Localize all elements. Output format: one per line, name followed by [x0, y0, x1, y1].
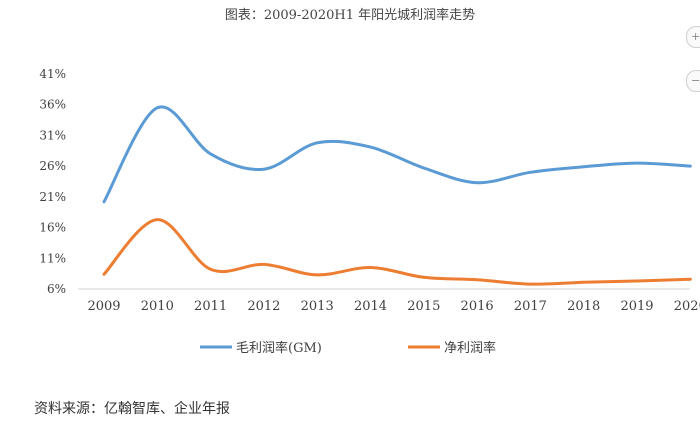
x-tick-label: 2016 [461, 299, 494, 314]
y-tick-label: 36% [39, 98, 66, 112]
series-lines [102, 105, 692, 286]
legend-label: 毛利润率(GM) [236, 340, 322, 356]
legend: 毛利润率(GM) 净利润率 [200, 340, 496, 356]
x-tick-label: 2017 [514, 299, 547, 314]
y-tick-label: 16% [39, 221, 66, 235]
y-tick-label: 31% [39, 128, 66, 142]
y-tick-label: 6% [47, 282, 66, 296]
x-tick-label: 2020 [674, 299, 700, 314]
y-tick-label: 21% [39, 190, 66, 204]
x-tick-label: 2012 [247, 299, 280, 314]
series-line-1 [102, 218, 692, 286]
y-tick-label: 26% [39, 159, 66, 173]
chart-title: 图表：2009-2020H1 年阳光城利润率走势 [224, 8, 476, 23]
series-line-0 [102, 105, 692, 204]
source-note: 资料来源：亿翰智库、企业年报 [34, 401, 230, 417]
x-tick-label: 2015 [407, 299, 440, 314]
x-tick-label: 2011 [194, 299, 227, 314]
y-tick-label: 11% [39, 251, 66, 265]
minus-icon[interactable]: − [686, 70, 700, 92]
plus-icon[interactable]: + [686, 26, 700, 48]
x-tick-label: 2014 [354, 299, 387, 314]
x-tick-label: 2018 [567, 299, 600, 314]
x-tick-label: 2013 [301, 299, 334, 314]
x-axis-ticks: 2009 2010 2011 2012 2013 2014 2015 2016 2017 2018… [87, 299, 700, 314]
y-axis-ticks: 41% 36% 31% 26% 21% 16% 11% 6% [39, 67, 66, 296]
x-tick-label: 2010 [141, 299, 174, 314]
x-tick-label: 2019 [620, 299, 653, 314]
x-tick-label: 2009 [87, 299, 120, 314]
y-tick-label: 41% [39, 67, 66, 81]
legend-label: 净利润率 [444, 340, 496, 356]
